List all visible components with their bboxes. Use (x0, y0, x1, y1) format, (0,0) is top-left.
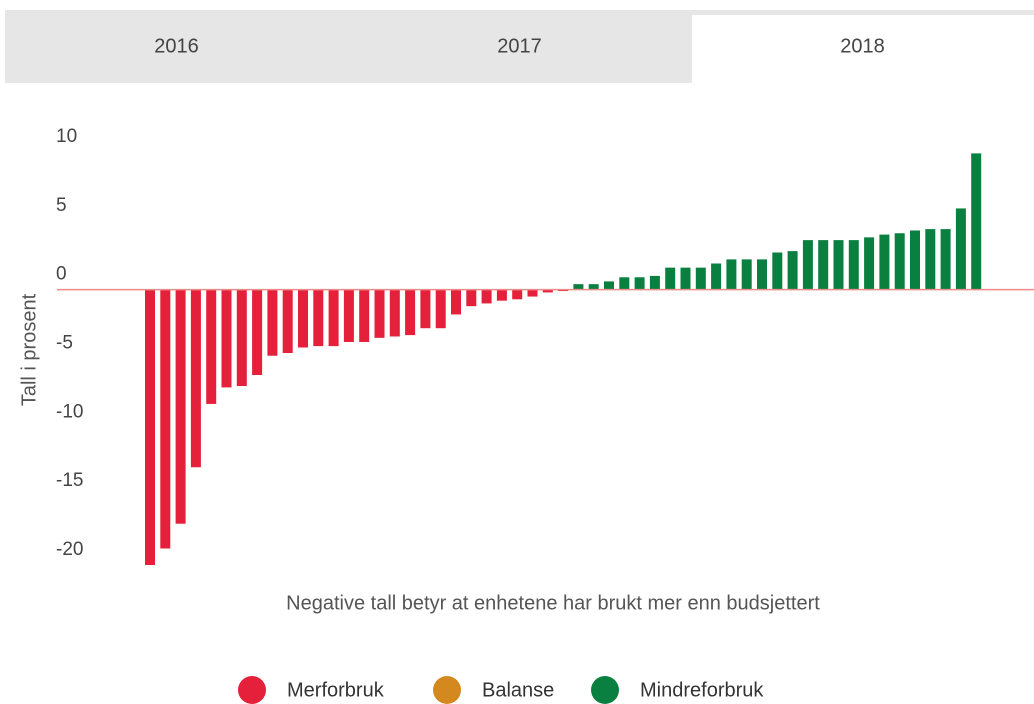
bar (451, 289, 461, 315)
bar (512, 289, 523, 300)
bar (741, 259, 752, 290)
bar (695, 267, 706, 290)
bar (282, 289, 293, 353)
y-tick-label: 0 (56, 264, 67, 285)
legend-swatch (433, 676, 461, 704)
legend-label[interactable]: Merforbruk (287, 679, 385, 701)
tab[interactable]: 2017 (497, 35, 542, 57)
bar (910, 230, 920, 290)
bar (190, 289, 201, 468)
bar (145, 289, 155, 565)
caption: Negative tall betyr at enhetene har bruk… (286, 592, 820, 614)
bar (818, 240, 829, 290)
bar (925, 229, 936, 290)
legend-label[interactable]: Mindreforbruk (640, 679, 764, 701)
bar (221, 289, 232, 388)
bar (374, 289, 385, 338)
bar (573, 284, 584, 290)
bar (236, 289, 247, 387)
bar (435, 289, 446, 329)
bar (971, 153, 982, 290)
y-tick-label: -20 (56, 539, 83, 560)
bar (894, 233, 905, 290)
bar (833, 240, 844, 290)
bar (879, 234, 890, 290)
bar (634, 277, 645, 290)
bar (343, 289, 354, 342)
bar (848, 240, 859, 290)
bar (298, 289, 308, 348)
bar (619, 277, 630, 290)
bar (757, 259, 767, 290)
legend-swatch (591, 676, 619, 704)
bar (864, 237, 875, 290)
bar (359, 289, 370, 342)
bar (955, 208, 966, 290)
bar (267, 289, 278, 356)
bar (160, 289, 171, 549)
bar (481, 289, 492, 304)
y-tick-label: 10 (56, 126, 77, 147)
bar (252, 289, 263, 376)
bar (604, 281, 614, 290)
bar (206, 289, 217, 404)
bar (527, 289, 538, 297)
y-axis-title: Tall i prosent (18, 293, 40, 406)
tab[interactable]: 2018 (840, 35, 885, 57)
bar (420, 289, 431, 329)
bar (466, 289, 477, 307)
tab-active-bg (692, 15, 1034, 83)
bar (175, 289, 186, 524)
bar (726, 259, 737, 290)
bar (405, 289, 416, 336)
bar (787, 251, 798, 290)
y-tick-label: -5 (56, 333, 73, 354)
tab[interactable]: 2016 (154, 35, 199, 57)
bar (940, 229, 951, 290)
bar (313, 289, 324, 347)
bar (496, 289, 507, 301)
bar (389, 289, 400, 337)
bar (542, 289, 553, 293)
bar (772, 252, 783, 290)
y-tick-label: -10 (56, 401, 83, 422)
bar (802, 240, 813, 290)
bar (588, 284, 599, 290)
bar (711, 263, 722, 290)
bar (680, 267, 691, 290)
bar (665, 267, 676, 290)
legend-label[interactable]: Balanse (482, 679, 554, 701)
bar (328, 289, 339, 347)
legend-swatch (238, 676, 266, 704)
y-tick-label: 5 (56, 195, 67, 216)
y-tick-label: -15 (56, 470, 83, 491)
bar (649, 275, 660, 290)
